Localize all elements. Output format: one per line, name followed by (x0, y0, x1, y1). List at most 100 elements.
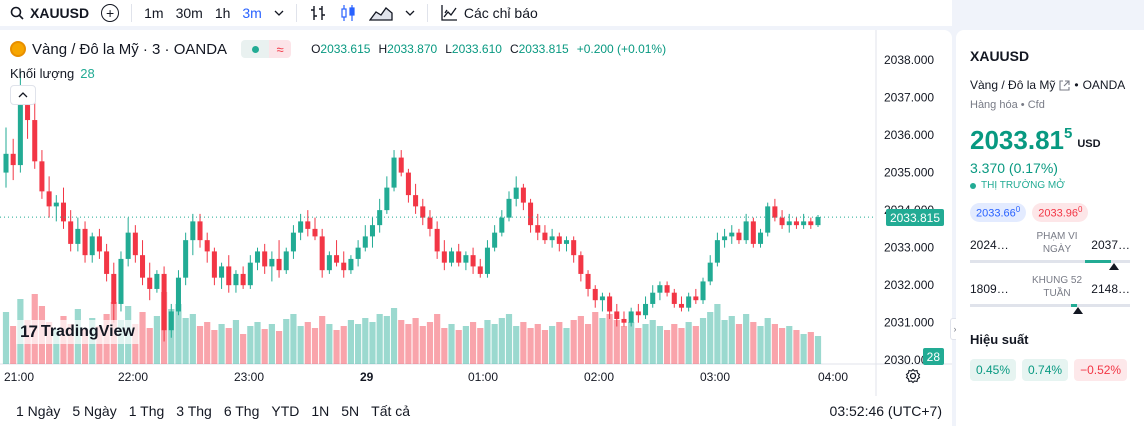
candle-body (729, 232, 735, 237)
symbol-label: XAUUSD (30, 5, 90, 21)
candle-body (808, 221, 814, 226)
candle-body (147, 277, 153, 289)
range-ytd-button[interactable]: YTD (271, 403, 300, 419)
details-description-text[interactable]: Vàng / Đô la Mỹ (970, 78, 1056, 92)
candle-body (757, 232, 764, 244)
tradingview-logo[interactable]: 17 TradingView (16, 320, 139, 344)
performance-row: 0.45% 0.74% −0.52% (970, 358, 1130, 381)
candle-body (46, 191, 52, 207)
performance-item[interactable]: −0.52% (1074, 358, 1128, 381)
candle-body (211, 251, 217, 278)
volume-bar (620, 326, 628, 364)
volume-bar (81, 329, 89, 364)
market-status-pill[interactable]: ≈ (241, 40, 292, 58)
volume-bar (699, 318, 707, 364)
interval-3m[interactable]: 3m (242, 5, 262, 21)
day-range-high: 2037… (1091, 237, 1130, 252)
volume-bar (635, 328, 642, 364)
candle-body (391, 157, 397, 188)
interval-dropdown-button[interactable] (268, 0, 290, 26)
candle-body (621, 318, 627, 323)
candle-chart-type-button[interactable] (333, 0, 363, 26)
interval-30m[interactable]: 30m (175, 5, 203, 21)
volume-bar (304, 322, 311, 364)
volume-bar (189, 314, 196, 364)
price-chart[interactable]: 2038.0002037.0002036.0002035.0002034.000… (0, 30, 952, 396)
volume-bar (419, 326, 426, 364)
range-5d-button[interactable]: 5 Ngày (72, 403, 117, 419)
area-chart-type-button[interactable] (363, 0, 399, 26)
ohlc-change: +0.200 (+0.01%) (576, 42, 667, 56)
candle-body (585, 273, 591, 289)
time-tick-label: 23:00 (234, 370, 264, 384)
day-range-marker-icon (1109, 262, 1120, 270)
area-chart-icon (368, 7, 393, 21)
range-6m-button[interactable]: 6 Thg (223, 403, 260, 419)
candle-body (671, 292, 677, 304)
candle-body (276, 258, 282, 271)
candle-body (140, 255, 146, 278)
candle-body (82, 228, 88, 256)
volume-bar (96, 326, 103, 364)
compare-symbol-button[interactable]: + (95, 0, 125, 26)
volume-bar (204, 322, 211, 364)
volume-bar (664, 330, 671, 364)
candle-body (456, 251, 462, 263)
volume-bar (398, 320, 405, 364)
candle-body (111, 273, 117, 304)
price-currency: USD (1077, 138, 1101, 150)
collapse-legend-button[interactable] (10, 85, 36, 105)
time-tick-label: 04:00 (818, 370, 848, 384)
range-1y-button[interactable]: 1N (311, 403, 330, 419)
volume-bar (513, 326, 520, 364)
symbol-search-button[interactable]: XAUUSD (0, 0, 95, 26)
volume-bar (369, 322, 376, 364)
range-1m-button[interactable]: 1 Thg (128, 403, 165, 419)
week52-range-high: 2148… (1091, 281, 1130, 296)
external-link-icon[interactable] (1059, 79, 1070, 91)
range-1d-button[interactable]: 1 Ngày (16, 403, 61, 419)
bid-ask: 2033.660 2033.960 (970, 203, 1130, 222)
performance-item[interactable]: 0.74% (1022, 358, 1069, 381)
price-tick-label: 2037.000 (884, 91, 934, 105)
candle-body (599, 296, 605, 301)
candle-body (513, 187, 519, 199)
details-meta: Hàng hóa • Cfd (970, 99, 1130, 111)
chart-panel[interactable]: 2038.0002037.0002036.0002035.0002034.000… (0, 30, 952, 426)
candle-body (563, 240, 570, 244)
volume-bar (455, 330, 462, 364)
candle-body (183, 240, 189, 278)
candle-body (736, 232, 742, 241)
timezone-clock[interactable]: 03:52:46 (UTC+7) (829, 403, 942, 419)
range-3m-button[interactable]: 3 Thg (176, 403, 212, 419)
performance-item[interactable]: 0.45% (970, 358, 1017, 381)
candle-body (413, 195, 419, 207)
volume-bar (383, 316, 390, 364)
candle-body (341, 262, 347, 271)
candle-body (168, 311, 174, 331)
week52-range-track (970, 303, 1130, 307)
candles-icon (341, 5, 355, 21)
candle-body (657, 285, 663, 293)
interval-1m[interactable]: 1m (144, 5, 164, 21)
interval-1h[interactable]: 1h (214, 5, 231, 21)
candle-body (484, 247, 490, 274)
chart-type-dropdown-button[interactable] (399, 0, 421, 26)
price-tick-label: 2033.000 (884, 241, 934, 255)
candle-body (75, 228, 81, 244)
candle-body (750, 221, 756, 244)
candle-body (254, 251, 261, 263)
candle-body (348, 258, 354, 271)
candle-body (477, 266, 483, 274)
price-tick-label: 2032.000 (884, 278, 934, 292)
candle-body (175, 277, 181, 312)
indicators-button[interactable]: Các chỉ báo (434, 0, 544, 26)
volume-bar (570, 320, 577, 364)
range-5y-button[interactable]: 5N (341, 403, 360, 419)
range-all-button[interactable]: Tất cả (371, 403, 411, 419)
chart-settings-button[interactable] (905, 368, 921, 389)
volume-bar (577, 316, 584, 364)
bar-chart-type-button[interactable] (303, 0, 333, 26)
volume-label: Khối lượng (10, 66, 75, 81)
ask-badge: 2033.960 (1032, 203, 1089, 222)
